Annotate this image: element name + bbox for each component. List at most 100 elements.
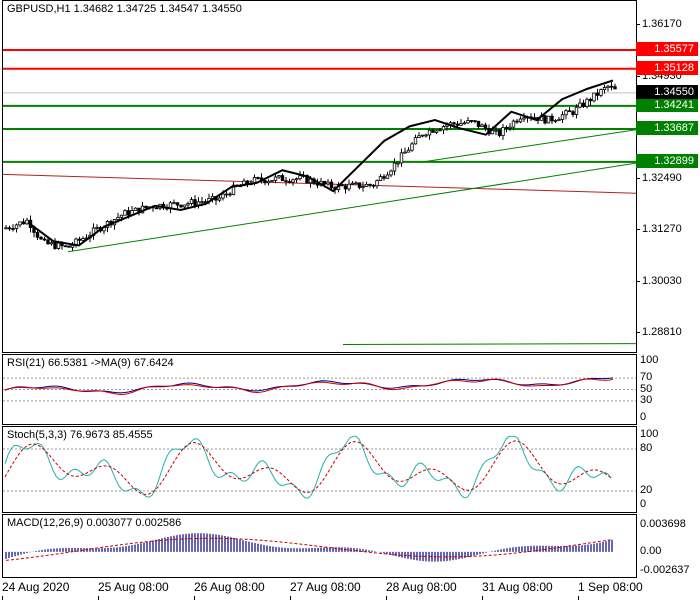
candle-body [581, 102, 586, 107]
candle-body [585, 98, 589, 107]
candle-body [543, 115, 547, 124]
candle-body [483, 124, 488, 129]
candle-body [550, 115, 554, 122]
candle-body [434, 130, 439, 133]
candle-body [133, 207, 138, 211]
candle-body [42, 238, 47, 241]
macd-canvas [5, 533, 613, 562]
candle-body [228, 193, 232, 196]
time-axis-label: 31 Aug 08:00 [482, 580, 553, 594]
candle-body [186, 203, 190, 206]
candle-body [46, 239, 50, 245]
time-axis-tick [482, 596, 483, 600]
candle-body [410, 143, 414, 151]
price-chart-title: GBPUSD,H1 1.34682 1.34725 1.34547 1.3455… [7, 3, 242, 15]
rsi-axis-label: 0 [640, 411, 647, 423]
level-price-tag: 1.35577 [636, 42, 698, 56]
candle-body [557, 119, 561, 121]
candle-body [389, 170, 393, 176]
time-axis-label: 25 Aug 08:00 [98, 580, 169, 594]
candle-body [21, 221, 26, 225]
candle-body [469, 120, 474, 122]
candle-body [473, 120, 477, 122]
rsi-axis-label: 70 [640, 371, 653, 384]
candle-body [406, 149, 411, 153]
rsi-title: RSI(21) 66.5381 ->MA(9) 67.6424 [7, 357, 174, 369]
candle-body [298, 175, 302, 180]
candle-body [18, 221, 22, 226]
candle-body [256, 177, 260, 179]
candle-body [154, 207, 159, 210]
macd-panel[interactable]: MACD(12,26,9) 0.003077 0.002586 [2, 514, 637, 578]
candle-body [7, 227, 12, 230]
candle-body [413, 137, 418, 145]
candle-body [123, 210, 127, 216]
candle-body [431, 129, 435, 133]
price-axis-tick [636, 24, 640, 26]
candle-body [613, 86, 617, 90]
candle-body [441, 126, 446, 131]
time-axis-tick [578, 596, 579, 600]
candle-body [588, 98, 593, 102]
current-price-tag: 1.34550 [636, 84, 698, 99]
candle-body [560, 114, 565, 120]
candle-body [11, 228, 15, 230]
green-trendline-upper [422, 129, 636, 163]
macd-title: MACD(12,26,9) 0.003077 0.002586 [7, 517, 182, 529]
candle-body [595, 92, 600, 96]
candle-body [567, 110, 572, 113]
candle-body [403, 151, 407, 154]
candle-body [392, 162, 397, 172]
time-axis-label: 1 Sep 08:00 [578, 580, 643, 594]
candle-body [221, 193, 225, 199]
candle-body [14, 224, 19, 229]
candle-body [364, 183, 369, 187]
candle-body [375, 180, 379, 187]
rsi-axis-label: 100 [640, 354, 659, 366]
price-axis-tick [636, 331, 640, 333]
price-axis-tick [636, 228, 640, 230]
stochastic-axis: 100 80 20 0 [636, 426, 700, 511]
level-price-tag: 1.34241 [636, 97, 698, 112]
candle-body [504, 127, 509, 129]
candle-body [455, 123, 460, 126]
candle-body [350, 182, 355, 185]
time-axis-tick [98, 596, 99, 600]
candle-body [424, 134, 428, 137]
candle-body [368, 183, 372, 186]
candle-body [564, 110, 568, 116]
time-axis-label: 27 Aug 08:00 [290, 580, 361, 594]
candle-body [81, 238, 85, 241]
price-chart-panel[interactable]: GBPUSD,H1 1.34682 1.34725 1.34547 1.3455… [2, 0, 637, 353]
candle-body [284, 180, 288, 183]
macd-axis-label: -0.002637 [640, 564, 690, 576]
candle-body [291, 179, 295, 183]
level-price-tag: 1.33687 [636, 120, 698, 135]
candle-body [571, 111, 575, 115]
candle-body [522, 117, 526, 120]
candle-body [462, 122, 467, 125]
candle-body [497, 129, 502, 136]
candle-body [315, 182, 320, 186]
time-axis-label: 24 Aug 2020 [2, 580, 70, 594]
level-price-tag: 1.32899 [636, 153, 698, 168]
candle-body [508, 126, 512, 129]
candle-body [56, 242, 61, 249]
candle-body [476, 120, 481, 127]
stochastic-panel[interactable]: Stoch(5,3,3) 76.9673 85.4555 [2, 426, 637, 513]
candle-body [378, 176, 383, 181]
candle-body [609, 85, 614, 88]
candle-body [35, 232, 40, 238]
rsi-panel[interactable]: RSI(21) 66.5381 ->MA(9) 67.6424 [2, 354, 637, 425]
candle-body [347, 183, 351, 190]
candle-body [518, 118, 523, 123]
stoch-axis-label: 80 [640, 442, 653, 454]
rsi-canvas [3, 377, 636, 402]
candle-body [280, 175, 285, 182]
candle-body [77, 238, 82, 241]
stochastic-canvas [3, 435, 636, 499]
candle-body [385, 174, 390, 179]
candle-body [490, 130, 495, 135]
candle-body [217, 197, 222, 201]
candle-body [53, 242, 57, 249]
